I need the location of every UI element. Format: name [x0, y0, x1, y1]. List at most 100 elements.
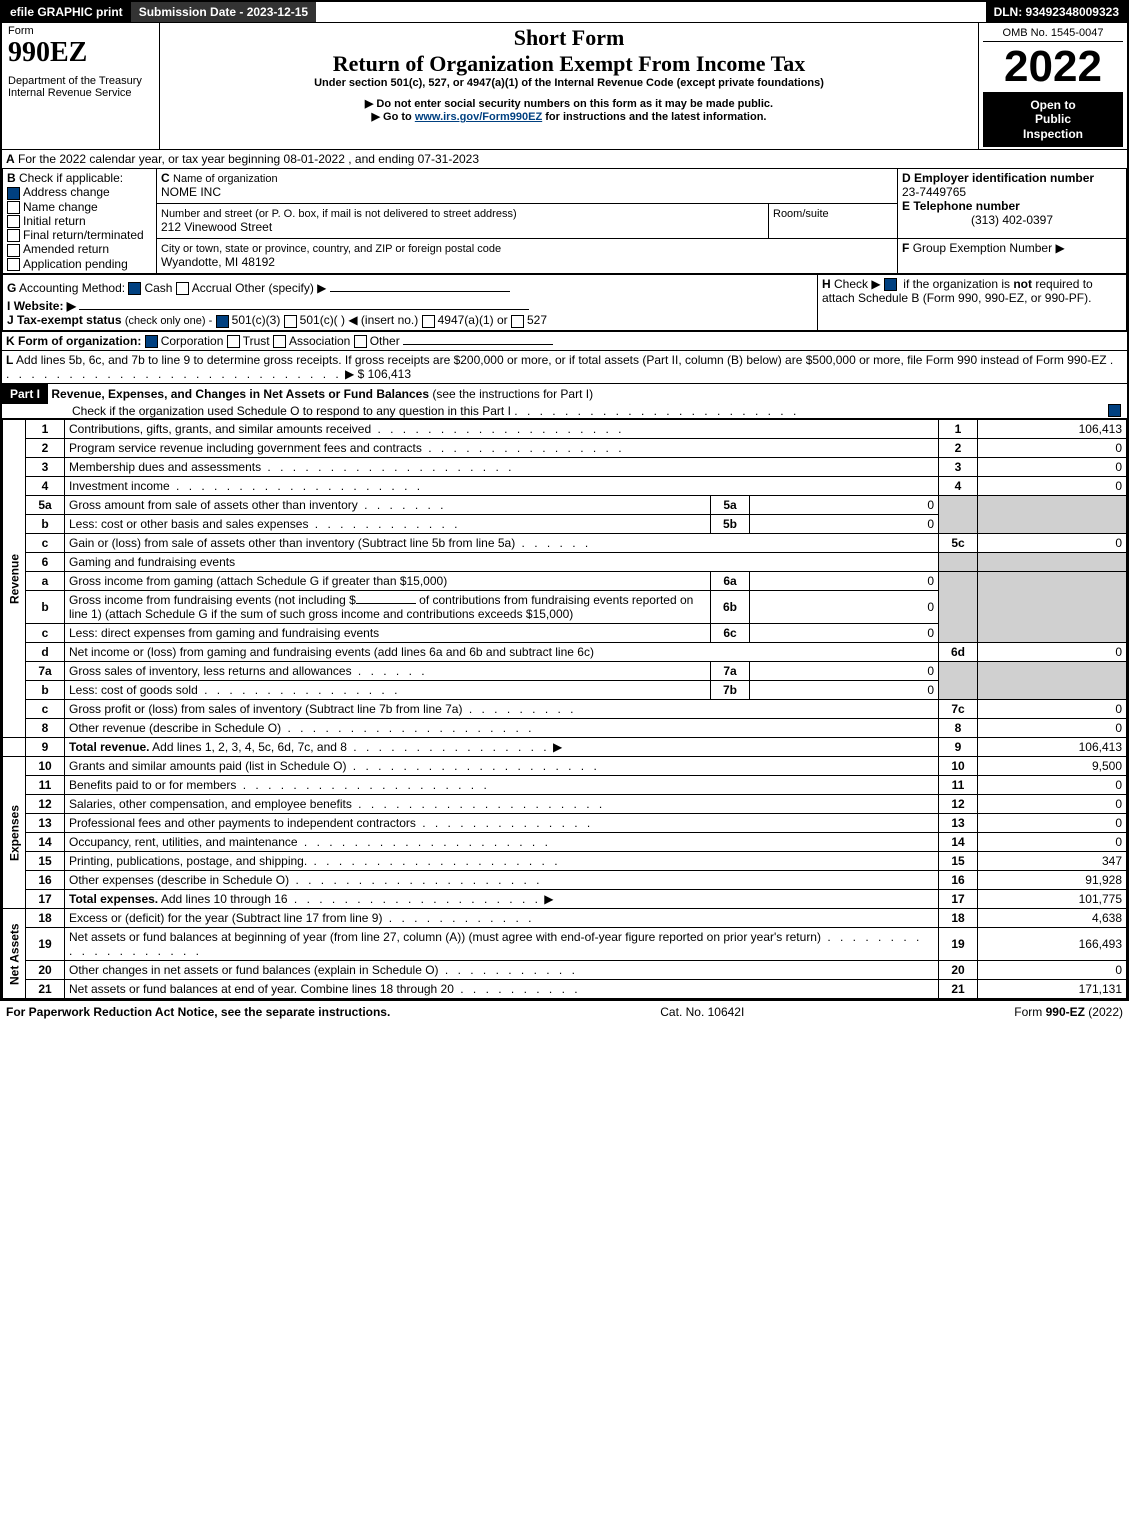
omb: OMB No. 1545-0047 — [983, 25, 1123, 42]
checkbox-4947[interactable] — [422, 315, 435, 328]
line-11: 11Benefits paid to or for members . . . … — [3, 776, 1127, 795]
section-l: L Add lines 5b, 6c, and 7b to line 9 to … — [2, 350, 1127, 383]
badge-line1: Open to — [1030, 98, 1075, 112]
checkbox-527[interactable] — [511, 315, 524, 328]
efile-label[interactable]: efile GRAPHIC print — [2, 2, 131, 22]
short-form-title: Short Form — [166, 25, 972, 51]
section-a-text: For the 2022 calendar year, or tax year … — [18, 152, 479, 166]
line-6d: dNet income or (loss) from gaming and fu… — [3, 643, 1127, 662]
checkbox-h[interactable] — [884, 278, 897, 291]
opt-501c3: 501(c)(3) — [232, 313, 281, 327]
section-e-label: E — [902, 199, 910, 213]
checkbox-501c3[interactable] — [216, 315, 229, 328]
line-12: 12Salaries, other compensation, and empl… — [3, 795, 1127, 814]
other-label: Other (specify) ▶ — [235, 281, 326, 295]
opt-other-org: Other — [370, 334, 400, 348]
identity-block: B Check if applicable: Address change Na… — [2, 168, 1127, 274]
part1-check-text: Check if the organization used Schedule … — [2, 404, 511, 418]
inspection-badge: Open to Public Inspection — [983, 92, 1123, 147]
checkbox-name-change[interactable]: Name change — [7, 200, 152, 214]
section-h-text2: if the organization is — [903, 277, 1013, 291]
checkbox-accrual[interactable] — [176, 282, 189, 295]
checkbox-application-pending[interactable]: Application pending — [7, 257, 152, 271]
line-19: 19Net assets or fund balances at beginni… — [3, 928, 1127, 961]
checkbox-initial-return[interactable]: Initial return — [7, 214, 152, 228]
opt-trust: Trust — [243, 334, 270, 348]
section-j-label: J — [7, 313, 14, 327]
checkbox-trust[interactable] — [227, 335, 240, 348]
section-g-label: G — [7, 281, 16, 295]
section-f-heading: Group Exemption Number — [913, 241, 1052, 255]
vert-revenue: Revenue — [3, 420, 26, 738]
section-b-heading: Check if applicable: — [19, 171, 123, 185]
section-j-heading: Tax-exempt status — [17, 313, 121, 327]
part1-note: (see the instructions for Part I) — [432, 387, 593, 401]
badge-line2: Public — [1035, 112, 1071, 126]
section-f-arrow: ▶ — [1055, 241, 1064, 255]
line-16: 16Other expenses (describe in Schedule O… — [3, 871, 1127, 890]
line-4: 4Investment income . . . . . . . . . . .… — [3, 477, 1127, 496]
checkbox-association[interactable] — [273, 335, 286, 348]
section-h-text1: Check ▶ — [834, 277, 884, 291]
room-heading: Room/suite — [773, 208, 829, 220]
section-e-heading: Telephone number — [913, 199, 1019, 213]
line-5c: cGain or (loss) from sale of assets othe… — [3, 534, 1127, 553]
section-k-label: K — [6, 334, 15, 348]
dots: . . . . . . . . . . . . . . . . . . . . … — [514, 404, 799, 418]
section-d-label: D — [902, 171, 911, 185]
section-f-label: F — [902, 241, 909, 255]
section-b-label: B — [7, 171, 16, 185]
checkbox-501c[interactable] — [284, 315, 297, 328]
line-18: Net Assets 18Excess or (deficit) for the… — [3, 909, 1127, 928]
section-l-text: Add lines 5b, 6c, and 7b to line 9 to de… — [16, 353, 1107, 367]
line-17: 17Total expenses. Add lines 10 through 1… — [3, 890, 1127, 909]
section-h-label: H — [822, 277, 831, 291]
section-c-label: C — [161, 171, 170, 185]
checkbox-amended-return[interactable]: Amended return — [7, 242, 152, 256]
part1-table: Revenue 1 Contributions, gifts, grants, … — [2, 419, 1127, 999]
dept1: Department of the Treasury — [8, 75, 153, 87]
checkbox-other-org[interactable] — [354, 335, 367, 348]
submission-date: Submission Date - 2023-12-15 — [131, 2, 316, 22]
line-21: 21Net assets or fund balances at end of … — [3, 980, 1127, 999]
tax-year: 2022 — [983, 42, 1123, 92]
section-k-heading: Form of organization: — [18, 334, 141, 348]
footer-left: For Paperwork Reduction Act Notice, see … — [6, 1005, 390, 1019]
opt-501c: 501(c)( ) ◀ (insert no.) — [300, 313, 419, 327]
form-number: 990EZ — [8, 37, 153, 69]
section-i-label: I — [7, 299, 10, 313]
city-value: Wyandotte, MI 48192 — [161, 255, 275, 269]
form-label: Form — [8, 25, 153, 37]
footer-right: Form 990-EZ (2022) — [1014, 1005, 1123, 1019]
line-8: 8Other revenue (describe in Schedule O) … — [3, 719, 1127, 738]
accrual-label: Accrual — [192, 281, 232, 295]
line-6: 6Gaming and fundraising events — [3, 553, 1127, 572]
phone-value: (313) 402-0397 — [902, 213, 1122, 227]
line-3: 3Membership dues and assessments . . . .… — [3, 458, 1127, 477]
checkbox-schedule-o[interactable] — [1108, 404, 1121, 417]
line-6a: aGross income from gaming (attach Schedu… — [3, 572, 1127, 591]
line-13: 13Professional fees and other payments t… — [3, 814, 1127, 833]
goto-prefix: ▶ Go to — [372, 111, 415, 123]
warning: ▶ Do not enter social security numbers o… — [166, 97, 972, 110]
goto-link[interactable]: www.irs.gov/Form990EZ — [415, 111, 542, 123]
footer: For Paperwork Reduction Act Notice, see … — [0, 1001, 1129, 1023]
city-heading: City or town, state or province, country… — [161, 243, 501, 255]
line-9: 9Total revenue. Add lines 1, 2, 3, 4, 5c… — [3, 738, 1127, 757]
checkbox-corporation[interactable] — [145, 335, 158, 348]
goto-line: ▶ Go to www.irs.gov/Form990EZ for instru… — [166, 110, 972, 123]
subtitle: Under section 501(c), 527, or 4947(a)(1)… — [166, 77, 972, 89]
opt-corporation: Corporation — [161, 334, 224, 348]
checkbox-address-change[interactable]: Address change — [7, 185, 152, 199]
section-k: K Form of organization: Corporation Trus… — [2, 331, 1127, 350]
form-header: Form 990EZ Department of the Treasury In… — [2, 23, 1127, 149]
street-value: 212 Vinewood Street — [161, 220, 272, 234]
checkbox-cash[interactable] — [128, 282, 141, 295]
street-heading: Number and street (or P. O. box, if mail… — [161, 208, 517, 220]
cash-label: Cash — [144, 281, 172, 295]
footer-mid: Cat. No. 10642I — [660, 1005, 744, 1019]
section-g-heading: Accounting Method: — [19, 281, 125, 295]
checkbox-final-return[interactable]: Final return/terminated — [7, 228, 152, 242]
org-name: NOME INC — [161, 185, 221, 199]
goto-suffix: for instructions and the latest informat… — [542, 111, 766, 123]
